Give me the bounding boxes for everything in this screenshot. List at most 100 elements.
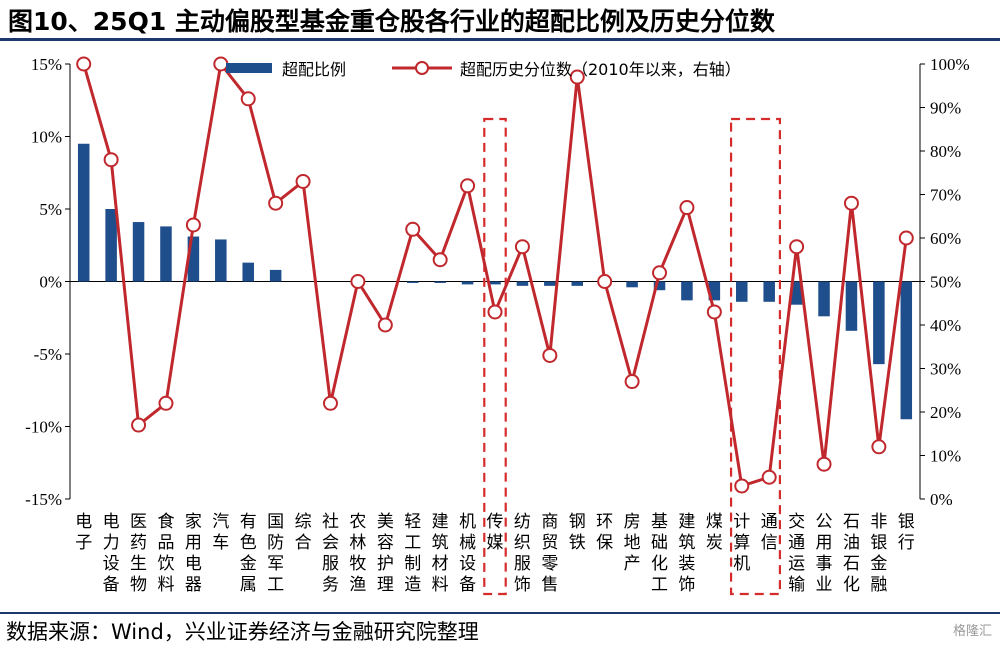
category-label: 建筑材料 — [432, 512, 449, 595]
percentile-point — [734, 478, 750, 494]
right-tick-label: 80% — [930, 142, 961, 161]
right-tick-label: 60% — [930, 229, 961, 248]
category-label: 交通运输 — [788, 512, 805, 595]
bar — [132, 222, 145, 282]
bar — [215, 239, 227, 282]
category-label: 环保 — [596, 512, 613, 553]
category-label: 商贸零售 — [541, 512, 558, 595]
category-label: 医药生物 — [130, 512, 147, 595]
category-label: 银行 — [898, 512, 915, 553]
bar — [653, 281, 666, 291]
category-label: 综合 — [295, 512, 312, 553]
category-label: 通信 — [761, 512, 778, 553]
percentile-point — [487, 304, 503, 320]
category-label: 有色金属 — [240, 512, 257, 595]
percentile-point — [597, 274, 613, 289]
bar — [900, 281, 913, 420]
category-label: 房地产 — [624, 512, 641, 574]
bar — [516, 281, 529, 286]
bar — [845, 281, 858, 331]
percentile-point — [652, 265, 668, 281]
percentile-point — [158, 395, 174, 411]
bar — [708, 281, 721, 301]
percentile-point — [514, 239, 530, 255]
percentile-point — [131, 417, 147, 433]
bar — [461, 281, 474, 285]
percentile-point — [350, 274, 366, 289]
category-label: 钢铁 — [569, 512, 586, 553]
percentile-point — [76, 56, 92, 72]
percentile-point — [871, 439, 887, 455]
legend-line-label: 超配历史分位数（2010年以来，右轴） — [460, 60, 741, 79]
category-label: 电力设备 — [103, 512, 120, 595]
legend-line-marker — [415, 61, 429, 75]
right-tick-label: 70% — [930, 186, 961, 205]
bar — [626, 281, 638, 288]
watermark: 格隆汇 — [952, 624, 992, 639]
legend-bar-label: 超配比例 — [282, 60, 346, 79]
right-tick-label: 100% — [930, 55, 970, 74]
bar — [818, 281, 830, 317]
bar — [790, 281, 803, 305]
percentile-point — [240, 91, 256, 107]
bar — [763, 281, 775, 302]
category-label: 传媒 — [487, 512, 504, 553]
percentile-point — [405, 221, 421, 237]
category-label: 石油石化 — [843, 512, 860, 595]
percentile-point — [624, 374, 640, 390]
bar — [571, 281, 584, 286]
category-label: 非银金融 — [870, 512, 887, 595]
percentile-point — [103, 152, 119, 168]
percentile-point — [789, 239, 805, 255]
right-tick-label: 20% — [930, 403, 961, 422]
data-source: 数据来源：Wind，兴业证券经济与金融研究院整理 — [6, 620, 479, 644]
right-tick-label: 90% — [930, 99, 961, 118]
bar — [434, 281, 446, 283]
left-tick-label: 15% — [31, 55, 62, 74]
bar — [242, 262, 254, 282]
bar — [544, 281, 556, 286]
bar — [681, 281, 693, 301]
highlight-box — [729, 117, 782, 596]
bar — [160, 226, 172, 282]
category-label: 轻工制造 — [404, 512, 421, 595]
percentile-line — [82, 60, 908, 488]
right-tick-label: 50% — [930, 273, 961, 292]
left-tick-label: 0% — [39, 273, 62, 292]
bar — [187, 236, 200, 282]
percentile-point — [706, 304, 722, 320]
right-tick-label: 40% — [930, 316, 961, 335]
bar — [406, 281, 419, 283]
category-label: 汽车 — [212, 512, 229, 553]
percentile-point — [322, 395, 338, 411]
percentile-point — [460, 178, 476, 194]
percentile-point — [185, 217, 201, 233]
highlight-box — [483, 117, 507, 596]
percentile-point — [213, 56, 229, 72]
chart-title: 图10、25Q1 主动偏股型基金重仓股各行业的超配比例及历史分位数 — [8, 7, 775, 36]
percentile-point — [679, 200, 695, 216]
bar — [873, 281, 885, 365]
left-tick-label: -10% — [25, 418, 62, 437]
bar — [736, 281, 748, 302]
percentile-point — [761, 469, 777, 485]
percentile-point — [816, 456, 832, 472]
left-tick-label: -15% — [25, 490, 62, 509]
category-label: 社会服务 — [322, 512, 339, 595]
right-tick-label: 0% — [930, 490, 953, 509]
bar — [77, 143, 90, 282]
left-tick-label: 10% — [31, 128, 62, 147]
bar — [269, 269, 282, 282]
percentile-point — [432, 252, 448, 268]
category-label: 建筑装饰 — [678, 512, 695, 595]
category-label: 电子 — [75, 512, 92, 553]
left-tick-label: 5% — [39, 200, 62, 219]
legend-bar-swatch — [226, 63, 272, 73]
category-label: 农林牧渔 — [349, 512, 366, 595]
percentile-point — [898, 230, 914, 246]
category-label: 国防军工 — [267, 512, 284, 595]
left-tick-label: -5% — [34, 345, 62, 364]
title-rule — [0, 38, 1000, 41]
category-label: 煤炭 — [706, 512, 723, 553]
